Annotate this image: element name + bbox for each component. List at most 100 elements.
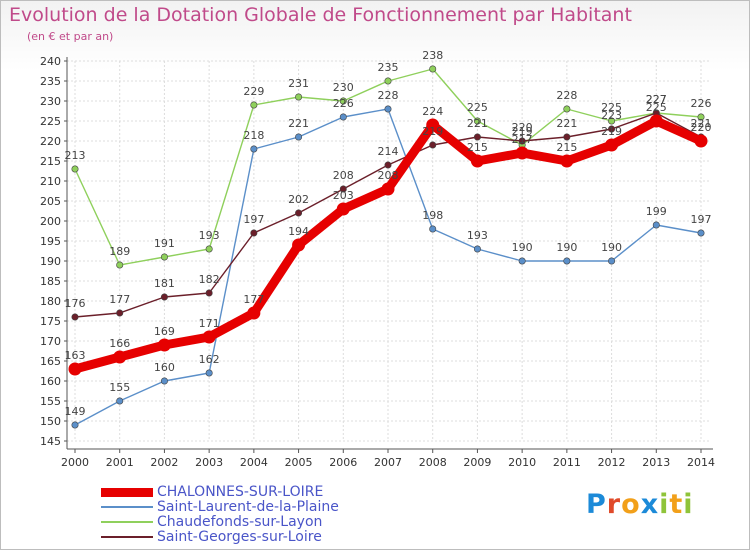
data-point-saint-georges-sur-loire — [473, 133, 481, 141]
data-label-chaudefonds-sur-layon: 229 — [243, 85, 264, 98]
data-point-saint-georges-sur-loire — [429, 141, 437, 149]
logo-letter: i — [659, 489, 670, 520]
data-label-saint-laurent-de-la-plaine: 218 — [243, 129, 264, 142]
data-point-saint-laurent-de-la-plaine — [429, 225, 437, 233]
data-point-chaudefonds-sur-layon — [339, 97, 347, 105]
chart-subtitle: (en € et par an) — [27, 30, 114, 43]
legend-swatch — [101, 487, 153, 497]
y-tick-label: 205 — [40, 195, 61, 208]
x-tick-label: 2007 — [374, 456, 402, 469]
data-label-saint-georges-sur-loire: 208 — [333, 169, 354, 182]
x-tick-label: 2006 — [329, 456, 357, 469]
data-point-chalonnes-sur-loire — [336, 202, 350, 216]
data-point-chaudefonds-sur-layon — [116, 261, 124, 269]
legend-item: Saint-Georges-sur-Loire — [101, 530, 339, 545]
data-point-chalonnes-sur-loire — [157, 338, 171, 352]
data-label-saint-laurent-de-la-plaine: 197 — [691, 213, 712, 226]
data-point-saint-georges-sur-loire — [384, 161, 392, 169]
data-label-chalonnes-sur-loire: 219 — [601, 125, 622, 138]
y-tick-label: 215 — [40, 155, 61, 168]
data-label-chalonnes-sur-loire: 177 — [243, 293, 264, 306]
data-label-saint-laurent-de-la-plaine: 193 — [467, 229, 488, 242]
y-tick-label: 200 — [40, 215, 61, 228]
data-point-saint-laurent-de-la-plaine — [205, 369, 213, 377]
data-label-chalonnes-sur-loire: 225 — [646, 101, 667, 114]
data-point-chalonnes-sur-loire — [649, 114, 663, 128]
data-point-chaudefonds-sur-layon — [429, 65, 437, 73]
x-tick-label: 2013 — [642, 456, 670, 469]
data-label-saint-georges-sur-loire: 202 — [288, 193, 309, 206]
data-label-chaudefonds-sur-layon: 227 — [646, 93, 667, 106]
legend-label: Saint-Georges-sur-Loire — [157, 529, 322, 545]
data-point-saint-laurent-de-la-plaine — [116, 397, 124, 405]
data-point-chalonnes-sur-loire — [694, 134, 708, 148]
data-label-chaudefonds-sur-layon: 219 — [512, 125, 533, 138]
logo-letter: P — [586, 489, 607, 520]
data-point-chaudefonds-sur-layon — [473, 117, 481, 125]
data-label-saint-laurent-de-la-plaine: 226 — [333, 97, 354, 110]
data-label-chalonnes-sur-loire: 166 — [109, 337, 130, 350]
y-tick-label: 240 — [40, 55, 61, 68]
data-point-chalonnes-sur-loire — [68, 362, 82, 376]
x-tick-label: 2012 — [598, 456, 626, 469]
y-tick-label: 150 — [40, 415, 61, 428]
data-point-chalonnes-sur-loire — [426, 118, 440, 132]
y-tick-label: 235 — [40, 75, 61, 88]
x-tick-label: 2008 — [419, 456, 447, 469]
data-label-chaudefonds-sur-layon: 213 — [65, 149, 86, 162]
data-label-chalonnes-sur-loire: 203 — [333, 189, 354, 202]
legend-label: Saint-Laurent-de-la-Plaine — [157, 499, 339, 515]
x-tick-label: 2003 — [195, 456, 223, 469]
legend-swatch — [101, 521, 153, 523]
data-label-saint-georges-sur-loire: 221 — [467, 117, 488, 130]
data-point-chalonnes-sur-loire — [381, 182, 395, 196]
data-label-saint-georges-sur-loire: 177 — [109, 293, 130, 306]
data-label-chaudefonds-sur-layon: 235 — [378, 61, 399, 74]
data-point-chalonnes-sur-loire — [292, 238, 306, 252]
data-label-saint-laurent-de-la-plaine: 198 — [422, 209, 443, 222]
data-label-chalonnes-sur-loire: 217 — [512, 133, 533, 146]
data-point-saint-laurent-de-la-plaine — [652, 221, 660, 229]
y-tick-label: 180 — [40, 295, 61, 308]
data-point-chalonnes-sur-loire — [202, 330, 216, 344]
data-label-chaudefonds-sur-layon: 226 — [691, 97, 712, 110]
y-tick-label: 175 — [40, 315, 61, 328]
x-tick-label: 2000 — [61, 456, 89, 469]
data-point-chaudefonds-sur-layon — [697, 113, 705, 121]
data-label-chalonnes-sur-loire: 194 — [288, 225, 309, 238]
data-point-chaudefonds-sur-layon — [608, 117, 616, 125]
data-label-saint-georges-sur-loire: 221 — [691, 117, 712, 130]
data-point-chalonnes-sur-loire — [113, 350, 127, 364]
data-point-chalonnes-sur-loire — [605, 138, 619, 152]
data-point-saint-georges-sur-loire — [518, 137, 526, 145]
data-label-saint-georges-sur-loire: 197 — [243, 213, 264, 226]
x-tick-label: 2004 — [240, 456, 268, 469]
data-point-chaudefonds-sur-layon — [384, 77, 392, 85]
data-point-saint-laurent-de-la-plaine — [608, 257, 616, 265]
y-tick-label: 220 — [40, 135, 61, 148]
legend: CHALONNES-SUR-LOIRE Saint-Laurent-de-la-P… — [101, 485, 339, 545]
data-point-chalonnes-sur-loire — [515, 146, 529, 160]
y-tick-label: 165 — [40, 355, 61, 368]
data-label-saint-laurent-de-la-plaine: 199 — [646, 205, 667, 218]
data-label-chaudefonds-sur-layon: 238 — [422, 49, 443, 62]
data-label-saint-georges-sur-loire: 227 — [646, 93, 667, 106]
data-point-saint-georges-sur-loire — [205, 289, 213, 297]
y-tick-label: 145 — [40, 435, 61, 448]
logo-letter: r — [606, 489, 622, 520]
data-label-chalonnes-sur-loire: 224 — [422, 105, 443, 118]
data-label-saint-georges-sur-loire: 214 — [378, 145, 399, 158]
data-point-chalonnes-sur-loire — [560, 154, 574, 168]
data-label-saint-laurent-de-la-plaine: 160 — [154, 361, 175, 374]
data-label-saint-laurent-de-la-plaine: 221 — [288, 117, 309, 130]
data-label-saint-laurent-de-la-plaine: 228 — [378, 89, 399, 102]
tick-labels: 145 150 155 160 165 170 175 180 185 190 195 200 205 2… — [40, 55, 715, 469]
legend-swatch — [101, 536, 153, 538]
y-tick-label: 160 — [40, 375, 61, 388]
y-tick-label: 170 — [40, 335, 61, 348]
x-tick-label: 2001 — [106, 456, 134, 469]
data-point-saint-georges-sur-loire — [160, 293, 168, 301]
logo-letter: x — [640, 489, 660, 520]
data-point-chaudefonds-sur-layon — [205, 245, 213, 253]
